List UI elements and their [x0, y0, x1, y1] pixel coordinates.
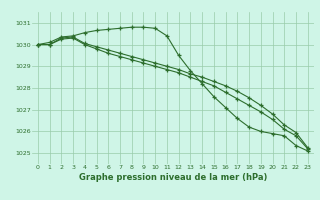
X-axis label: Graphe pression niveau de la mer (hPa): Graphe pression niveau de la mer (hPa): [79, 173, 267, 182]
